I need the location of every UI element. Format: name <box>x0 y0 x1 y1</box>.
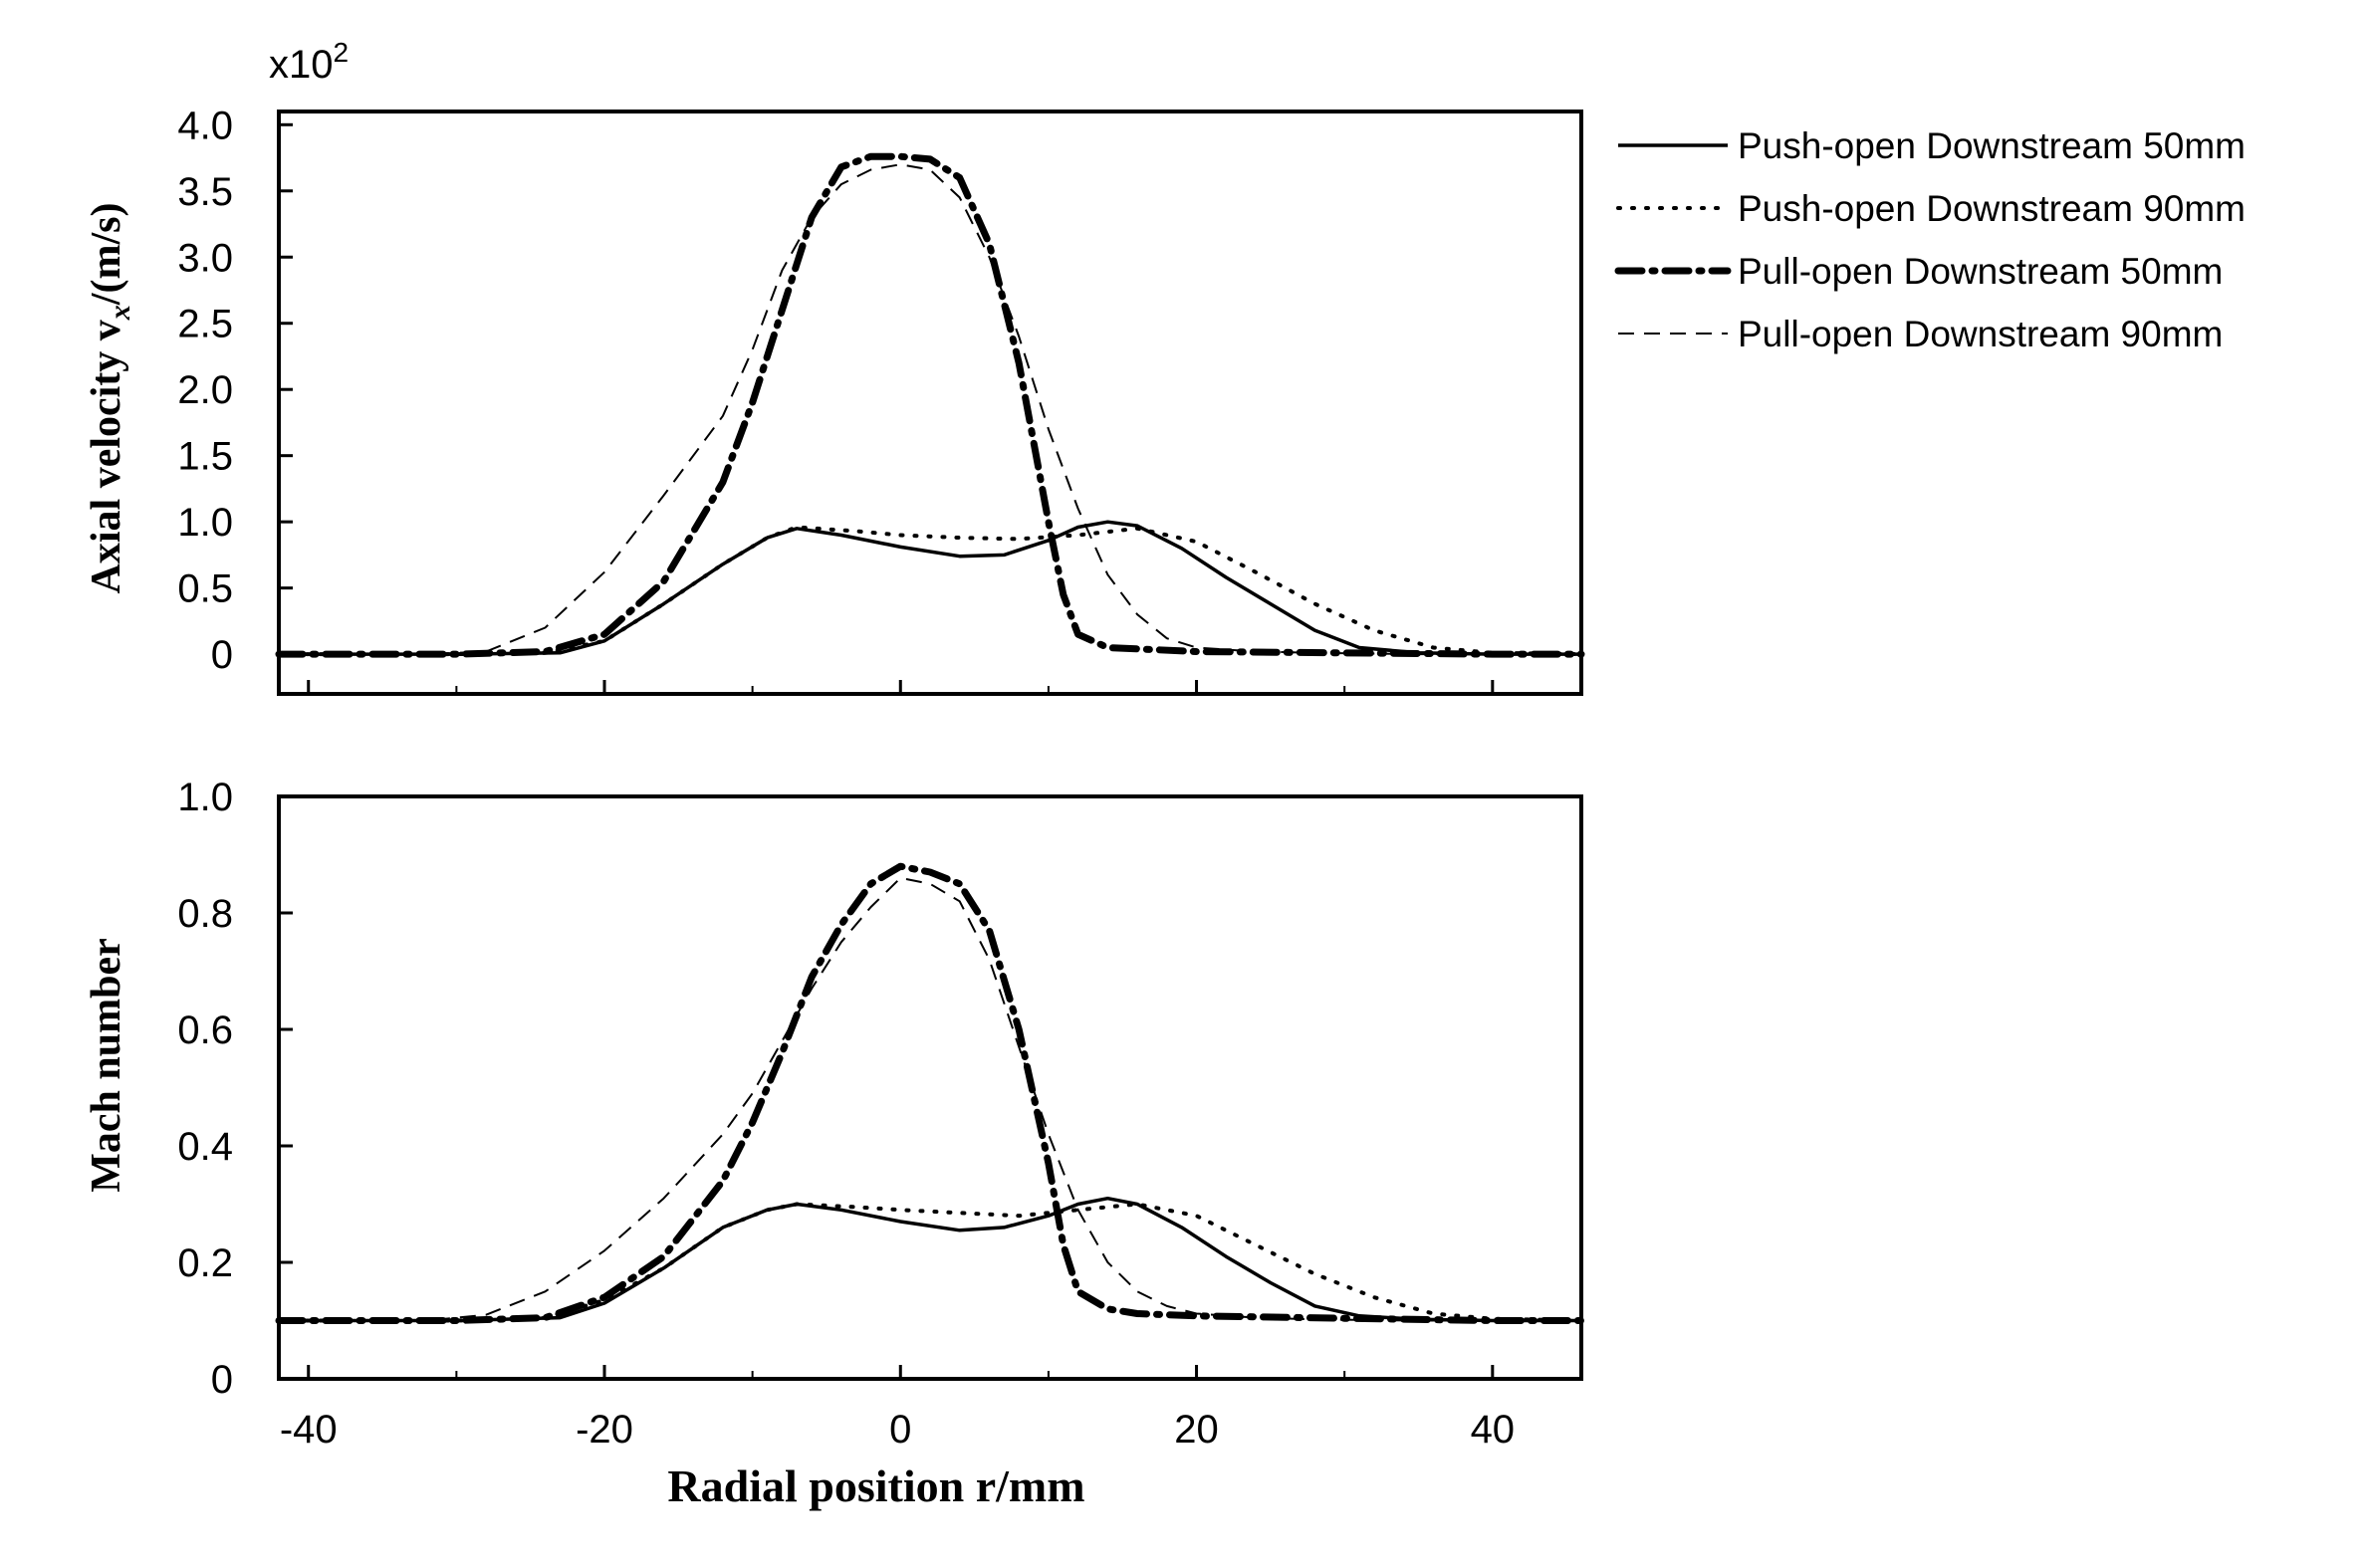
x-axis-label: Radial position r/mm <box>667 1460 1084 1511</box>
legend-label-2: Push-open Downstream 90mm <box>1738 188 2246 229</box>
legend: Push-open Downstream 50mm Push-open Downs… <box>1614 125 2246 354</box>
velocity-series-line-3 <box>275 152 1585 658</box>
velocity-y-axis-label: Axial velocity vx/(m/s) <box>84 203 136 594</box>
mach-x-tick-label: -40 <box>280 1408 338 1452</box>
mach-x-ticks: -40 -20 0 20 40 <box>280 1365 1515 1452</box>
velocity-series-line-2 <box>277 525 1583 657</box>
mach-x-tick-label: -20 <box>576 1408 633 1452</box>
velocity-y-tick-label: 0 <box>211 633 233 677</box>
velocity-y-tick-label: 3.0 <box>177 236 233 280</box>
velocity-panel: 0 0.5 1.0 1.5 2.0 2.5 3.0 3.5 4.0 x102 Axial vel… <box>84 37 1585 696</box>
legend-label-4: Pull-open Downstream 90mm <box>1738 314 2223 354</box>
mach-y-tick-label: 1.0 <box>177 776 233 819</box>
velocity-multiplier: x102 <box>269 37 349 87</box>
mach-y-ticks: 0 0.2 0.4 0.6 0.8 1.0 <box>177 776 293 1402</box>
mach-y-tick-label: 0 <box>211 1358 233 1402</box>
mach-y-tick-label: 0.2 <box>177 1241 233 1285</box>
mach-y-axis-label: Mach number <box>84 938 129 1193</box>
velocity-series-line-1 <box>279 520 1581 656</box>
mach-series-line-4 <box>279 876 1581 1322</box>
velocity-series-line-4 <box>279 163 1581 656</box>
velocity-y-tick-label: 2.5 <box>177 303 233 346</box>
mach-series-line-2 <box>277 1202 1583 1323</box>
mach-series-line-3 <box>275 862 1585 1324</box>
velocity-y-tick-label: 4.0 <box>177 104 233 147</box>
velocity-y-ticks: 0 0.5 1.0 1.5 2.0 2.5 3.0 3.5 4.0 <box>177 104 293 677</box>
mach-y-tick-label: 0.4 <box>177 1125 233 1169</box>
mach-x-tick-label: 40 <box>1471 1408 1516 1452</box>
mach-plot-frame <box>277 794 1583 1381</box>
velocity-y-tick-label: 1.5 <box>177 435 233 479</box>
mach-panel: 0 0.2 0.4 0.6 0.8 1.0 -40 -20 0 20 40 Mach number… <box>84 776 1585 1511</box>
mach-series-group <box>275 862 1585 1324</box>
velocity-series-group <box>275 152 1585 658</box>
mach-y-tick-label: 0.8 <box>177 892 233 936</box>
velocity-y-tick-label: 2.0 <box>177 368 233 412</box>
mach-y-tick-label: 0.6 <box>177 1008 233 1052</box>
legend-label-3: Pull-open Downstream 50mm <box>1738 251 2223 292</box>
mach-series-line-1 <box>279 1196 1581 1323</box>
velocity-y-tick-label: 0.5 <box>177 567 233 611</box>
mach-x-tick-label: 0 <box>889 1408 911 1452</box>
mach-x-tick-label: 20 <box>1174 1408 1219 1452</box>
legend-label-1: Push-open Downstream 50mm <box>1738 125 2246 166</box>
velocity-y-tick-label: 1.0 <box>177 501 233 545</box>
velocity-plot-frame <box>277 110 1583 696</box>
velocity-x-ticks <box>307 680 1495 694</box>
velocity-y-tick-label: 3.5 <box>177 170 233 214</box>
